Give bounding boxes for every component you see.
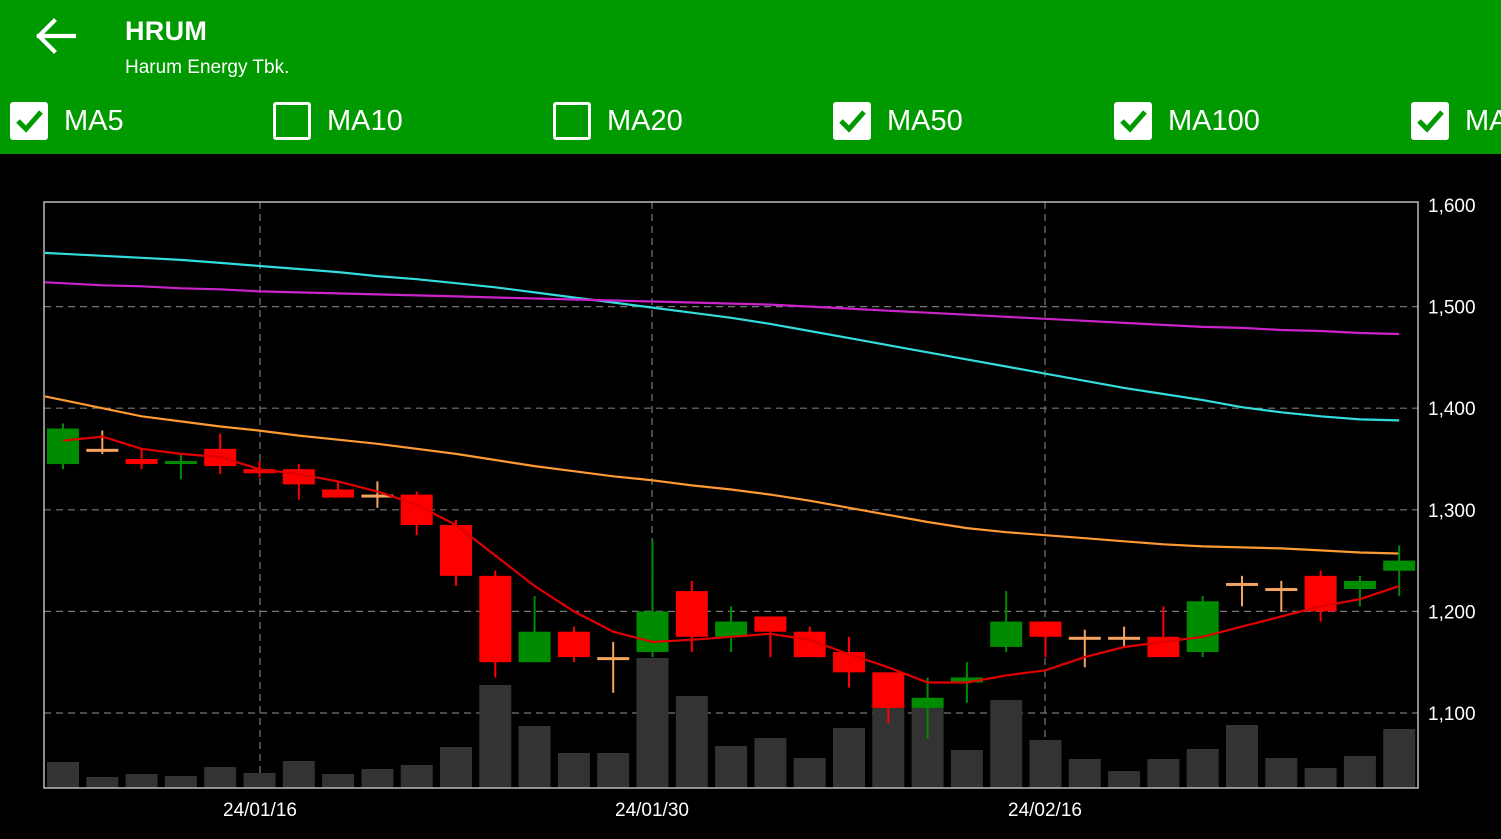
volume-bar <box>1383 729 1416 788</box>
volume-bar <box>47 762 79 788</box>
checkbox-unchecked-icon[interactable] <box>273 102 311 140</box>
x-tick-label: 24/01/16 <box>223 800 297 821</box>
volume-bar <box>675 696 708 788</box>
ma-toggle-ma50[interactable]: MA50 <box>833 101 963 141</box>
volume-bar <box>322 774 355 788</box>
volume-bar <box>1029 740 1062 788</box>
x-tick-label: 24/02/16 <box>1008 800 1082 821</box>
volume-bar <box>243 773 276 788</box>
ma-toggle-label: MA20 <box>607 104 683 137</box>
candle-body <box>1343 580 1376 590</box>
candle-body <box>1068 636 1101 640</box>
volume-bar <box>204 767 237 788</box>
candle-body <box>950 677 983 683</box>
candle-body <box>715 621 748 637</box>
checkbox-checked-icon[interactable] <box>10 102 48 140</box>
volume-bar <box>557 753 590 788</box>
volume-bar <box>636 658 669 788</box>
ma-toggle-label: MA5 <box>64 104 124 137</box>
candle-body <box>1265 588 1298 592</box>
volume-bar <box>479 685 512 788</box>
candle-body <box>1383 560 1416 571</box>
candle-body <box>636 611 669 653</box>
checkbox-checked-icon[interactable] <box>1114 102 1152 140</box>
volume-bar <box>1343 756 1376 788</box>
volume-bar <box>950 750 983 788</box>
volume-bar <box>793 758 826 788</box>
candle-body <box>1108 636 1141 640</box>
volume-bar <box>1186 749 1219 788</box>
y-tick-label: 1,600 <box>1428 196 1476 217</box>
volume-bar <box>1068 759 1101 788</box>
x-tick-label: 24/01/30 <box>615 800 689 821</box>
candle-body <box>479 575 512 663</box>
app-bar: HRUM Harum Energy Tbk. MA5 MA10 MA20 MA50 MA… <box>0 0 1501 154</box>
ma5-line <box>62 435 1400 684</box>
candle-body <box>164 461 197 465</box>
ma-toggle-label: MA10 <box>327 104 403 137</box>
volume-bar <box>282 761 315 788</box>
ma-toggle-label: MA <box>1465 104 1501 137</box>
candle-body <box>911 697 944 708</box>
stock-ticker: HRUM <box>125 16 208 46</box>
volume-bar <box>518 726 551 788</box>
volume-bar <box>990 700 1023 788</box>
candle-body <box>86 448 119 452</box>
candle-body <box>125 459 158 465</box>
volume-bar <box>1304 768 1337 788</box>
y-tick-label: 1,200 <box>1428 602 1476 623</box>
volume-bar <box>1226 725 1258 788</box>
candle-body <box>47 428 79 465</box>
checkbox-checked-icon[interactable] <box>1411 102 1449 140</box>
checkbox-checked-icon[interactable] <box>833 102 871 140</box>
y-tick-label: 1,400 <box>1428 399 1476 420</box>
volume-bar <box>715 746 748 788</box>
ma-toggle-ma100[interactable]: MA100 <box>1114 101 1260 141</box>
candle-body <box>557 631 590 658</box>
ma-toggle-ma5[interactable]: MA5 <box>10 101 124 141</box>
ma-toggle-ma[interactable]: MA <box>1411 101 1501 141</box>
y-tick-label: 1,500 <box>1428 298 1476 319</box>
candle-body <box>243 469 276 474</box>
volume-bar <box>754 738 787 788</box>
candle-body <box>872 672 905 708</box>
volume-bar <box>86 777 119 788</box>
ma-toggle-label: MA100 <box>1168 104 1260 137</box>
volume-bar <box>1108 771 1141 788</box>
arrow-left-icon <box>36 18 77 54</box>
candle-body <box>518 631 551 663</box>
ma100-line <box>44 251 1400 422</box>
volume-bar <box>400 765 433 788</box>
candlestick-chart[interactable]: 1,600 1,500 1,400 1,300 1,200 1,100 24/01/16 24… <box>0 154 1501 839</box>
candle-body <box>990 621 1023 647</box>
candle-body <box>597 657 630 661</box>
volume-bar <box>597 753 630 788</box>
volume-bar <box>1265 758 1298 788</box>
volume-bar <box>361 769 394 788</box>
candle-body <box>675 591 708 637</box>
candle-body <box>1029 621 1062 637</box>
candle-body <box>1226 582 1258 586</box>
ma200-line <box>44 281 1400 336</box>
ma50-line <box>44 395 1400 555</box>
back-button[interactable] <box>30 14 80 58</box>
y-tick-label: 1,100 <box>1428 704 1476 725</box>
volume-bar <box>833 728 865 788</box>
volume-bar <box>1147 759 1180 788</box>
company-name: Harum Energy Tbk. <box>125 57 290 78</box>
ma-toggle-ma10[interactable]: MA10 <box>273 101 403 141</box>
candle-body <box>754 616 787 632</box>
candle-body <box>361 494 394 498</box>
candle-body <box>1186 601 1219 653</box>
volume-bar <box>164 776 197 788</box>
chart-frame <box>43 201 1419 789</box>
volume-bar <box>440 747 472 788</box>
checkbox-unchecked-icon[interactable] <box>553 102 591 140</box>
y-tick-label: 1,300 <box>1428 501 1476 522</box>
ma-toggle-ma20[interactable]: MA20 <box>553 101 683 141</box>
candle-body <box>322 489 355 498</box>
ma-toggle-label: MA50 <box>887 104 963 137</box>
volume-bar <box>125 774 158 788</box>
